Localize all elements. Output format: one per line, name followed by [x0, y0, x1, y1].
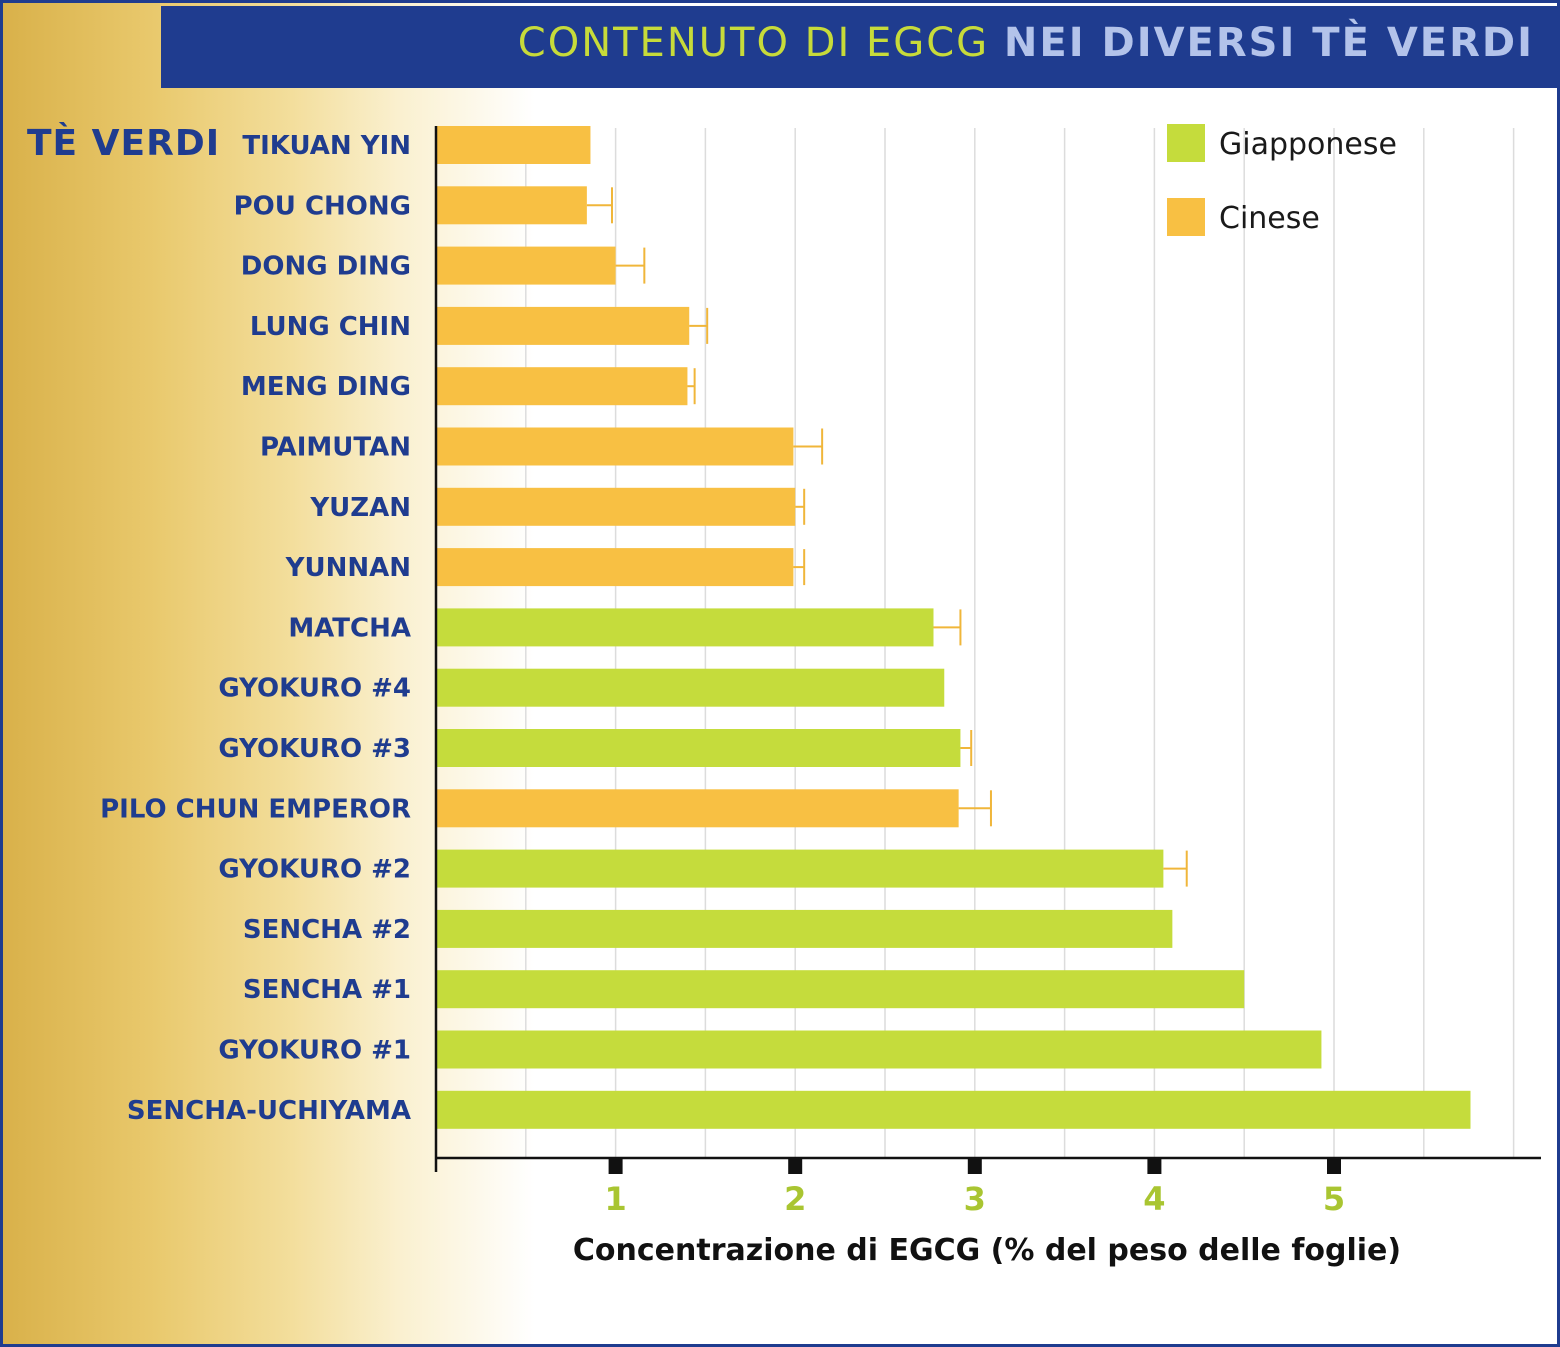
category-label: SENCHA #1: [243, 975, 411, 1005]
x-tick-label: 3: [964, 1180, 986, 1218]
legend-label: Cinese: [1219, 201, 1320, 236]
bar: [436, 306, 690, 345]
x-tick-label: 5: [1323, 1180, 1345, 1218]
x-tick-label: 1: [604, 1180, 626, 1218]
bar: [436, 246, 616, 285]
category-label: SENCHA-UCHIYAMA: [127, 1096, 411, 1126]
bar: [436, 608, 934, 647]
bar: [436, 789, 959, 828]
category-label: TIKUAN YIN: [242, 131, 411, 161]
category-label: GYOKURO #3: [218, 734, 411, 764]
x-axis-title: Concentrazione di EGCG (% del peso delle…: [573, 1233, 1401, 1268]
bar: [436, 729, 961, 767]
category-label: PILO CHUN EMPEROR: [100, 794, 411, 824]
x-tick-mark: [1327, 1158, 1341, 1174]
category-label: POU CHONG: [234, 191, 411, 221]
bar: [436, 970, 1245, 1009]
bar: [436, 186, 587, 225]
category-label: DONG DING: [241, 252, 411, 282]
bar: [436, 1090, 1471, 1129]
category-heading: TÈ VERDI: [27, 123, 221, 164]
category-label: SENCHA #2: [243, 915, 411, 945]
x-tick-mark: [788, 1158, 803, 1174]
x-tick-mark: [967, 1158, 982, 1174]
legend-swatch: [1167, 124, 1205, 162]
category-label: GYOKURO #4: [218, 674, 411, 704]
chart-title: CONTENUTO DI EGCG NEI DIVERSI TÈ VERDI: [518, 20, 1534, 66]
category-label: YUZAN: [309, 493, 411, 523]
title-light-part: CONTENUTO DI EGCG: [517, 20, 990, 66]
legend-swatch: [1167, 198, 1205, 236]
category-label: MATCHA: [288, 613, 411, 643]
x-tick-label: 4: [1143, 1180, 1165, 1218]
header-band: CONTENUTO DI EGCG NEI DIVERSI TÈ VERDI: [161, 6, 1557, 88]
legend-label: Giapponese: [1219, 127, 1397, 162]
bar: [436, 126, 591, 164]
x-tick-mark: [1147, 1158, 1162, 1174]
title-bold-part: NEI DIVERSI TÈ VERDI: [1003, 20, 1534, 66]
bar-chart: TIKUAN YIN POU CHONG DONG DING LUNG CHIN MEN…: [100, 124, 1541, 1268]
bar: [436, 668, 945, 707]
category-label: MENG DING: [241, 372, 411, 402]
category-label: GYOKURO #1: [218, 1036, 411, 1066]
bar: [436, 849, 1164, 888]
bar: [436, 427, 794, 466]
category-label: GYOKURO #2: [218, 855, 411, 885]
x-tick-mark: [608, 1158, 623, 1174]
category-label: LUNG CHIN: [250, 312, 411, 342]
category-label: YUNNAN: [285, 553, 411, 583]
bar: [436, 1030, 1322, 1069]
category-label: PAIMUTAN: [260, 433, 411, 463]
bar: [436, 367, 688, 406]
bar: [436, 487, 796, 526]
bar: [436, 548, 794, 587]
x-tick-label: 2: [784, 1180, 806, 1218]
bar: [436, 909, 1173, 948]
